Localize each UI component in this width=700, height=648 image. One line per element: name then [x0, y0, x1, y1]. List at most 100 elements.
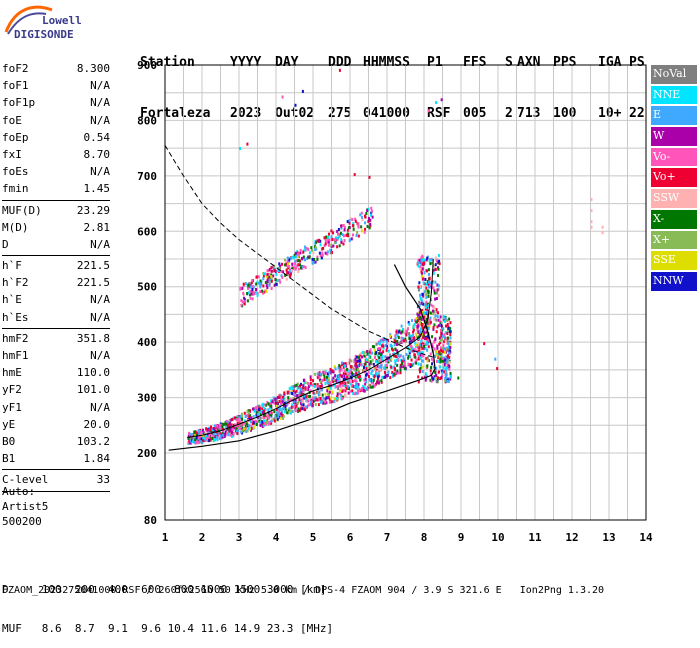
param-row: h`E N/A [2, 291, 110, 308]
echo-point [420, 301, 423, 305]
echo-point [281, 95, 284, 99]
echo-point [339, 365, 342, 369]
echo-point [221, 432, 224, 436]
echo-point [404, 331, 407, 335]
echo-point [441, 350, 444, 354]
echo-point [257, 275, 260, 279]
param-value: 0.54 [83, 130, 111, 144]
echo-point [385, 365, 388, 369]
echo-point [330, 400, 333, 404]
echo-point [346, 369, 349, 373]
echo-point [270, 273, 273, 277]
echo-point [442, 358, 445, 362]
echo-point [374, 382, 377, 386]
echo-point [346, 373, 349, 377]
echo-point [446, 355, 449, 359]
echo-point [299, 399, 302, 403]
echo-point [198, 435, 201, 439]
echo-point [434, 280, 437, 284]
echo-point [267, 414, 270, 418]
echo-point [439, 321, 442, 325]
echo-point [449, 345, 452, 349]
echo-point [216, 438, 219, 442]
param-row: foEs N/A [2, 163, 110, 180]
echo-point [331, 390, 334, 394]
echo-point [448, 317, 451, 321]
x-tick-label: 2 [199, 531, 206, 544]
echo-point [371, 369, 374, 373]
echo-point [318, 397, 321, 401]
y-tick-label: 900 [137, 59, 157, 72]
echo-point [273, 410, 276, 414]
echo-point [409, 365, 412, 369]
echo-point [409, 334, 412, 338]
echo-point [423, 331, 426, 335]
echo-point [313, 260, 316, 264]
param-label: hmF2 [2, 331, 29, 345]
echo-point [400, 324, 403, 328]
echo-point [305, 393, 308, 397]
echo-point [421, 351, 424, 355]
param-value: 101.0 [76, 383, 110, 397]
echo-point [367, 373, 370, 377]
echo-point [287, 396, 290, 400]
echo-point [319, 239, 322, 243]
legend-ssw: SSW [651, 189, 697, 208]
echo-point [351, 389, 354, 393]
echo-point [201, 441, 204, 445]
echo-point [447, 351, 450, 355]
echo-point [309, 375, 312, 379]
echo-point [378, 374, 381, 378]
digisonde-logo: Lowell DIGISONDE [4, 5, 82, 41]
echo-point [427, 291, 430, 295]
echo-point [439, 339, 442, 343]
echo-point [225, 422, 228, 426]
echo-point [418, 300, 421, 304]
echo-point [370, 362, 373, 366]
header-label-0: Station [140, 55, 195, 70]
echo-point [249, 420, 252, 424]
echo-point [351, 371, 354, 375]
echo-point [199, 430, 202, 434]
echo-point [355, 233, 358, 237]
x-tick-label: 9 [458, 531, 465, 544]
echo-point [360, 211, 363, 215]
echo-point [432, 327, 435, 331]
echo-point [261, 425, 264, 429]
echo-point [208, 435, 211, 439]
echo-point [441, 357, 444, 361]
echo-point [287, 260, 290, 264]
echo-point [438, 259, 441, 263]
echo-point [417, 375, 420, 379]
echo-point [216, 434, 219, 438]
echo-point [338, 244, 341, 248]
echo-point [271, 417, 274, 421]
echo-point [362, 366, 365, 370]
param-row: h`Es N/A [2, 309, 110, 326]
echo-point [286, 260, 289, 264]
echo-point [226, 427, 229, 431]
echo-point [286, 402, 289, 406]
echo-point [272, 398, 275, 402]
echo-point [343, 239, 346, 243]
echo-point [228, 423, 231, 427]
echo-point [278, 396, 281, 400]
echo-point [238, 416, 241, 420]
echo-point [343, 228, 346, 232]
echo-point [379, 346, 382, 350]
file-footer: FZAOM_2023275041000.RSF / 260fx256h 50 k… [2, 585, 605, 596]
echo-point [197, 441, 200, 445]
echo-point [291, 391, 294, 395]
echo-point [342, 371, 345, 375]
echo-point [378, 348, 381, 352]
y-tick-label: 700 [137, 170, 157, 183]
echo-point [390, 357, 393, 361]
param-value: 110.0 [76, 366, 110, 380]
echo-point [242, 282, 245, 286]
echo-point [338, 376, 341, 380]
echo-point [340, 224, 343, 228]
echo-point [230, 423, 233, 427]
echo-point [313, 372, 316, 376]
echo-point [385, 348, 388, 352]
echo-point [325, 235, 328, 239]
